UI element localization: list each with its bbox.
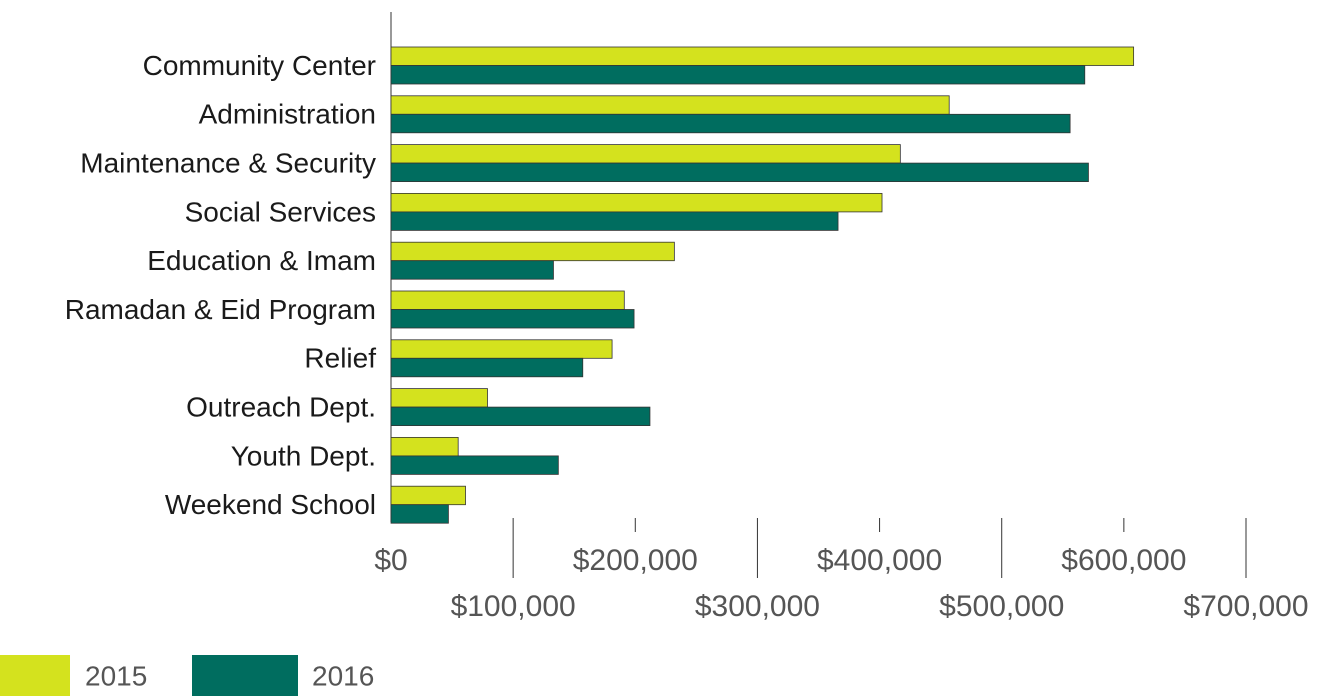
category-label: Social Services xyxy=(185,196,376,227)
bar xyxy=(390,192,883,213)
bar xyxy=(390,504,449,524)
bar xyxy=(390,290,625,310)
bar xyxy=(390,113,1071,134)
x-tick-label: $0 xyxy=(374,544,407,577)
x-tick-label: $100,000 xyxy=(451,590,576,623)
bar xyxy=(390,241,675,262)
category-label: Community Center xyxy=(143,50,376,81)
bar xyxy=(390,357,584,378)
x-tick-label: $700,000 xyxy=(1183,590,1308,623)
category-label: Education & Imam xyxy=(147,245,376,276)
x-tick-label: $400,000 xyxy=(817,544,942,577)
category-label: Administration xyxy=(199,99,376,130)
bar xyxy=(390,485,466,506)
bar xyxy=(390,260,554,280)
bar xyxy=(390,144,901,164)
bar xyxy=(390,162,1089,183)
legend-label: 2016 xyxy=(312,660,374,691)
bar xyxy=(390,309,635,329)
x-tick-label: $500,000 xyxy=(939,590,1064,623)
x-tick-label: $300,000 xyxy=(695,590,820,623)
legend-swatch xyxy=(0,655,70,696)
bar xyxy=(390,388,488,408)
bar xyxy=(390,211,839,231)
bar xyxy=(390,455,559,475)
legend-swatch xyxy=(192,655,298,696)
bar xyxy=(390,46,1135,66)
category-label: Ramadan & Eid Program xyxy=(65,294,376,325)
bar xyxy=(390,95,950,115)
bar xyxy=(390,339,613,359)
category-label: Relief xyxy=(304,343,376,374)
category-label: Maintenance & Security xyxy=(80,147,376,178)
category-label: Outreach Dept. xyxy=(186,391,376,422)
legend-label: 2015 xyxy=(85,660,147,691)
x-tick-label: $200,000 xyxy=(573,544,698,577)
bar xyxy=(390,65,1086,85)
category-label: Weekend School xyxy=(165,489,376,520)
bar xyxy=(390,406,651,427)
x-tick-label: $600,000 xyxy=(1061,544,1186,577)
bar xyxy=(390,436,459,457)
category-label: Youth Dept. xyxy=(231,440,376,471)
